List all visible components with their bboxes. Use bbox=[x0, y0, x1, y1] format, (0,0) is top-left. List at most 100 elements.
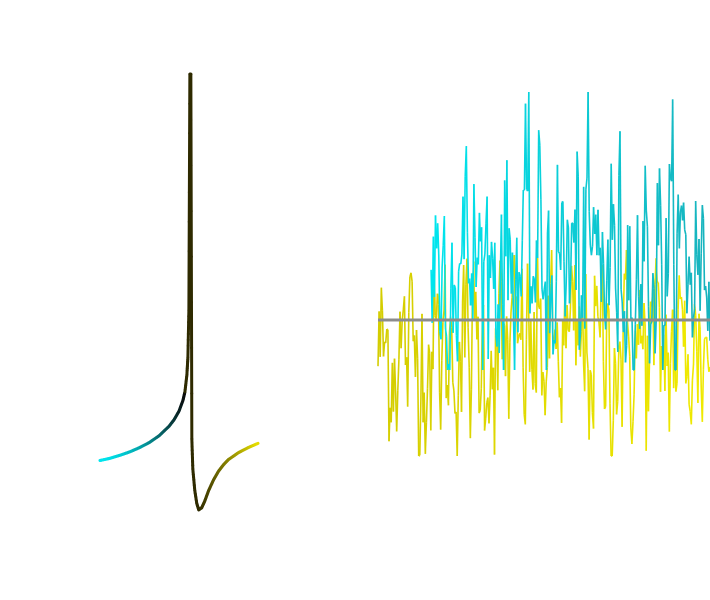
cyan-noise-trace-segment bbox=[620, 289, 623, 303]
yellow-noise-trace-segment bbox=[556, 322, 560, 362]
yellow-noise-trace-segment bbox=[628, 356, 632, 428]
yellow-noise-trace-segment bbox=[539, 298, 543, 396]
yellow-noise-trace-segment bbox=[530, 321, 533, 370]
cyan-noise-trace-segment bbox=[494, 242, 497, 336]
cyan-noise-trace-segment bbox=[662, 325, 665, 371]
cyan-noise-trace-segment bbox=[701, 205, 705, 219]
yellow-noise-trace-segment bbox=[675, 382, 678, 392]
yellow-noise-trace-segment bbox=[688, 404, 691, 412]
cyan-noise-trace-segment bbox=[617, 175, 620, 352]
cyan-noise-trace-segment bbox=[652, 273, 655, 289]
cyan-noise-trace-segment bbox=[666, 273, 670, 297]
yellow-noise-trace-segment bbox=[612, 348, 616, 421]
yellow-noise-trace-segment bbox=[570, 265, 574, 282]
cyan-noise-trace-segment bbox=[518, 271, 521, 277]
cyan-noise-trace-segment bbox=[612, 204, 616, 226]
yellow-noise-trace-segment bbox=[604, 318, 608, 407]
yellow-noise-trace-segment bbox=[626, 322, 630, 337]
yellow-noise-trace-segment bbox=[678, 275, 682, 300]
yellow-noise-trace-segment bbox=[691, 364, 695, 381]
yellow-noise-trace-segment bbox=[680, 296, 684, 310]
yellow-noise-trace-segment bbox=[589, 370, 593, 375]
yellow-noise-trace-segment bbox=[690, 380, 694, 425]
cyan-noise-trace-segment bbox=[702, 218, 706, 291]
yellow-noise-trace-segment bbox=[705, 337, 709, 360]
cyan-noise-trace-segment bbox=[569, 223, 573, 282]
cyan-noise-trace-segment bbox=[559, 202, 563, 271]
cyan-noise-trace-segment bbox=[665, 218, 668, 297]
cyan-noise-trace-segment bbox=[624, 345, 628, 363]
cyan-noise-trace-segment bbox=[668, 163, 672, 179]
cyan-noise-trace-segment bbox=[463, 176, 466, 260]
yellow-noise-trace-segment bbox=[596, 285, 599, 317]
yellow-noise-trace-segment bbox=[590, 374, 594, 413]
yellow-noise-trace-segment bbox=[466, 258, 469, 328]
yellow-noise-trace-segment bbox=[522, 367, 525, 415]
cyan-noise-trace-segment bbox=[654, 320, 657, 354]
yellow-noise-trace-segment bbox=[585, 273, 588, 353]
cyan-noise-trace-segment bbox=[636, 215, 640, 297]
yellow-noise-trace-segment bbox=[616, 349, 620, 402]
yellow-noise-trace-segment bbox=[601, 265, 605, 362]
yellow-noise-trace-segment bbox=[544, 381, 547, 416]
cyan-noise-trace-segment bbox=[508, 228, 511, 240]
yellow-noise-trace-segment bbox=[427, 344, 431, 354]
cyan-noise-trace-segment bbox=[539, 145, 542, 200]
cyan-noise-trace-segment bbox=[604, 280, 608, 330]
cyan-noise-trace-segment bbox=[511, 252, 515, 319]
yellow-noise-trace-segment bbox=[602, 361, 606, 410]
cyan-noise-trace-segment bbox=[649, 320, 653, 325]
cyan-noise-trace-segment bbox=[682, 202, 686, 230]
cyan-noise-trace-segment bbox=[484, 223, 487, 255]
noise-traces-plot bbox=[377, 91, 710, 457]
cyan-noise-trace-segment bbox=[454, 287, 458, 336]
yellow-noise-trace-segment bbox=[411, 281, 414, 342]
yellow-noise-trace-segment bbox=[400, 320, 403, 349]
cyan-noise-trace-segment bbox=[568, 281, 572, 304]
yellow-noise-trace-segment bbox=[533, 311, 536, 384]
yellow-noise-trace-segment bbox=[524, 339, 528, 425]
cyan-noise-trace-segment bbox=[513, 279, 517, 371]
cyan-noise-trace-segment bbox=[449, 288, 452, 371]
yellow-noise-trace-segment bbox=[406, 312, 410, 407]
cyan-noise-trace-segment bbox=[566, 219, 570, 228]
cyan-noise-trace-segment bbox=[443, 215, 447, 328]
yellow-noise-trace-segment bbox=[488, 395, 491, 424]
cyan-noise-trace-segment bbox=[645, 210, 649, 227]
yellow-noise-trace-segment bbox=[477, 316, 480, 414]
cyan-noise-trace-segment bbox=[465, 146, 469, 233]
yellow-noise-trace-segment bbox=[460, 300, 464, 412]
yellow-noise-trace-segment bbox=[393, 358, 397, 392]
cyan-noise-trace-segment bbox=[634, 279, 638, 325]
yellow-noise-trace-segment bbox=[609, 403, 612, 457]
yellow-noise-trace-segment bbox=[384, 328, 388, 344]
cyan-noise-trace-segment bbox=[548, 296, 552, 334]
yellow-noise-trace-segment bbox=[453, 390, 456, 414]
yellow-noise-trace-segment bbox=[566, 305, 569, 330]
cyan-noise-trace-segment bbox=[500, 214, 504, 305]
yellow-noise-trace-segment bbox=[632, 394, 635, 422]
cyan-noise-trace-segment bbox=[475, 257, 478, 288]
yellow-noise-trace-segment bbox=[439, 360, 443, 430]
cyan-noise-trace-segment bbox=[532, 275, 536, 280]
cyan-noise-trace-segment bbox=[673, 264, 676, 371]
cyan-noise-trace-segment bbox=[521, 189, 525, 241]
yellow-noise-trace-segment bbox=[683, 300, 687, 384]
yellow-noise-trace-segment bbox=[408, 276, 411, 313]
cyan-noise-trace-segment bbox=[565, 219, 569, 284]
cyan-noise-trace-segment bbox=[460, 254, 463, 265]
yellow-noise-trace-segment bbox=[536, 249, 540, 306]
cyan-noise-trace-segment bbox=[633, 324, 637, 371]
cyan-noise-trace-segment bbox=[567, 227, 571, 304]
cyan-noise-trace-segment bbox=[545, 232, 549, 371]
yellow-noise-trace-segment bbox=[478, 410, 481, 414]
cyan-noise-trace-segment bbox=[675, 233, 678, 371]
cyan-noise-trace-segment bbox=[534, 240, 538, 303]
cyan-noise-trace-segment bbox=[576, 151, 579, 177]
cyan-noise-trace-segment bbox=[602, 263, 606, 315]
cyan-noise-trace-segment bbox=[587, 91, 590, 212]
yellow-noise-trace-segment bbox=[424, 422, 428, 454]
yellow-noise-trace-segment bbox=[621, 326, 624, 427]
yellow-noise-trace-segment bbox=[456, 395, 460, 457]
cyan-noise-trace-segment bbox=[483, 253, 486, 262]
